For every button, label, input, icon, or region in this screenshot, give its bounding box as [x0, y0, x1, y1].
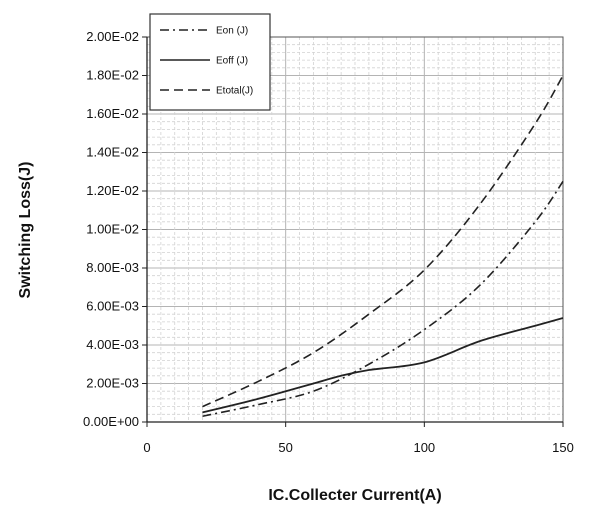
y-tick-label: 1.40E-02: [86, 145, 139, 160]
y-tick-label: 2.00E-02: [86, 29, 139, 44]
y-tick-label: 1.00E-02: [86, 222, 139, 237]
legend-label: Etotal(J): [216, 86, 253, 97]
y-tick-label: 4.00E-03: [86, 337, 139, 352]
x-tick-label: 50: [278, 440, 292, 455]
x-tick-label: 100: [413, 440, 435, 455]
axes: [142, 36, 564, 427]
series-line-2: [202, 317, 564, 414]
series-line-3: [202, 75, 564, 408]
y-tick-label: 2.00E-03: [86, 376, 139, 391]
series-line-1: [202, 180, 564, 418]
x-tick-labels: 0 50 100 150: [143, 440, 573, 455]
y-tick-label: 6.00E-03: [86, 299, 139, 314]
x-tick-label: 0: [143, 440, 150, 455]
legend-label: Eoff (J): [216, 56, 248, 67]
y-axis-title: Switching Loss(J): [17, 162, 34, 299]
legend: Eon (J) Eoff (J) Etotal(J): [149, 13, 271, 111]
y-tick-labels: 0.00E+00 2.00E-03 4.00E-03 6.00E-03 8.00E-03…: [83, 29, 139, 429]
y-tick-label: 1.20E-02: [86, 183, 139, 198]
series: [202, 75, 564, 418]
y-tick-label: 1.80E-02: [86, 68, 139, 83]
legend-box: [149, 13, 271, 111]
y-tick-label: 8.00E-03: [86, 260, 139, 275]
x-axis-title: IC.Collecter Current(A): [268, 487, 441, 504]
y-tick-label: 0.00E+00: [83, 414, 139, 429]
legend-label: Eon (J): [216, 26, 248, 37]
x-tick-label: 150: [552, 440, 574, 455]
y-tick-label: 1.60E-02: [86, 106, 139, 121]
